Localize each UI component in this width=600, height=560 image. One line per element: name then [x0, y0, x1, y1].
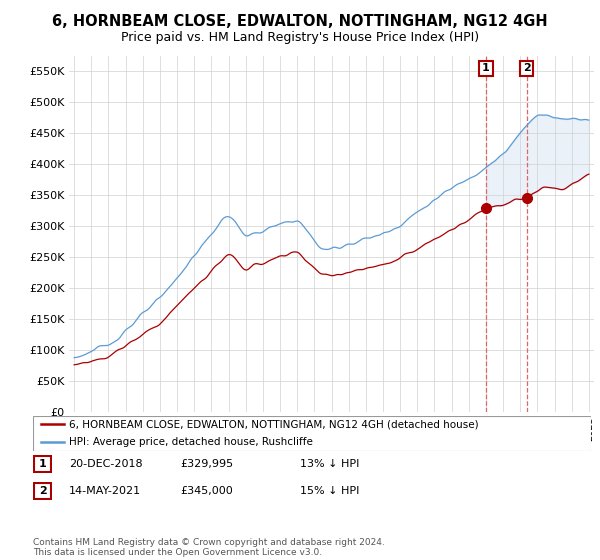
Text: 6, HORNBEAM CLOSE, EDWALTON, NOTTINGHAM, NG12 4GH (detached house): 6, HORNBEAM CLOSE, EDWALTON, NOTTINGHAM,…: [69, 419, 479, 429]
Text: Price paid vs. HM Land Registry's House Price Index (HPI): Price paid vs. HM Land Registry's House …: [121, 31, 479, 44]
Text: HPI: Average price, detached house, Rushcliffe: HPI: Average price, detached house, Rush…: [69, 437, 313, 447]
FancyBboxPatch shape: [34, 456, 51, 472]
Text: 20-DEC-2018: 20-DEC-2018: [69, 459, 143, 469]
Text: 1: 1: [482, 63, 490, 73]
Text: 13% ↓ HPI: 13% ↓ HPI: [300, 459, 359, 469]
Text: 2: 2: [523, 63, 530, 73]
Text: £345,000: £345,000: [180, 486, 233, 496]
Text: 2: 2: [39, 486, 46, 496]
Text: Contains HM Land Registry data © Crown copyright and database right 2024.
This d: Contains HM Land Registry data © Crown c…: [33, 538, 385, 557]
Text: £329,995: £329,995: [180, 459, 233, 469]
FancyBboxPatch shape: [34, 483, 51, 499]
FancyBboxPatch shape: [33, 416, 591, 451]
Text: 1: 1: [39, 459, 46, 469]
Text: 14-MAY-2021: 14-MAY-2021: [69, 486, 141, 496]
Text: 6, HORNBEAM CLOSE, EDWALTON, NOTTINGHAM, NG12 4GH: 6, HORNBEAM CLOSE, EDWALTON, NOTTINGHAM,…: [52, 14, 548, 29]
Text: 15% ↓ HPI: 15% ↓ HPI: [300, 486, 359, 496]
